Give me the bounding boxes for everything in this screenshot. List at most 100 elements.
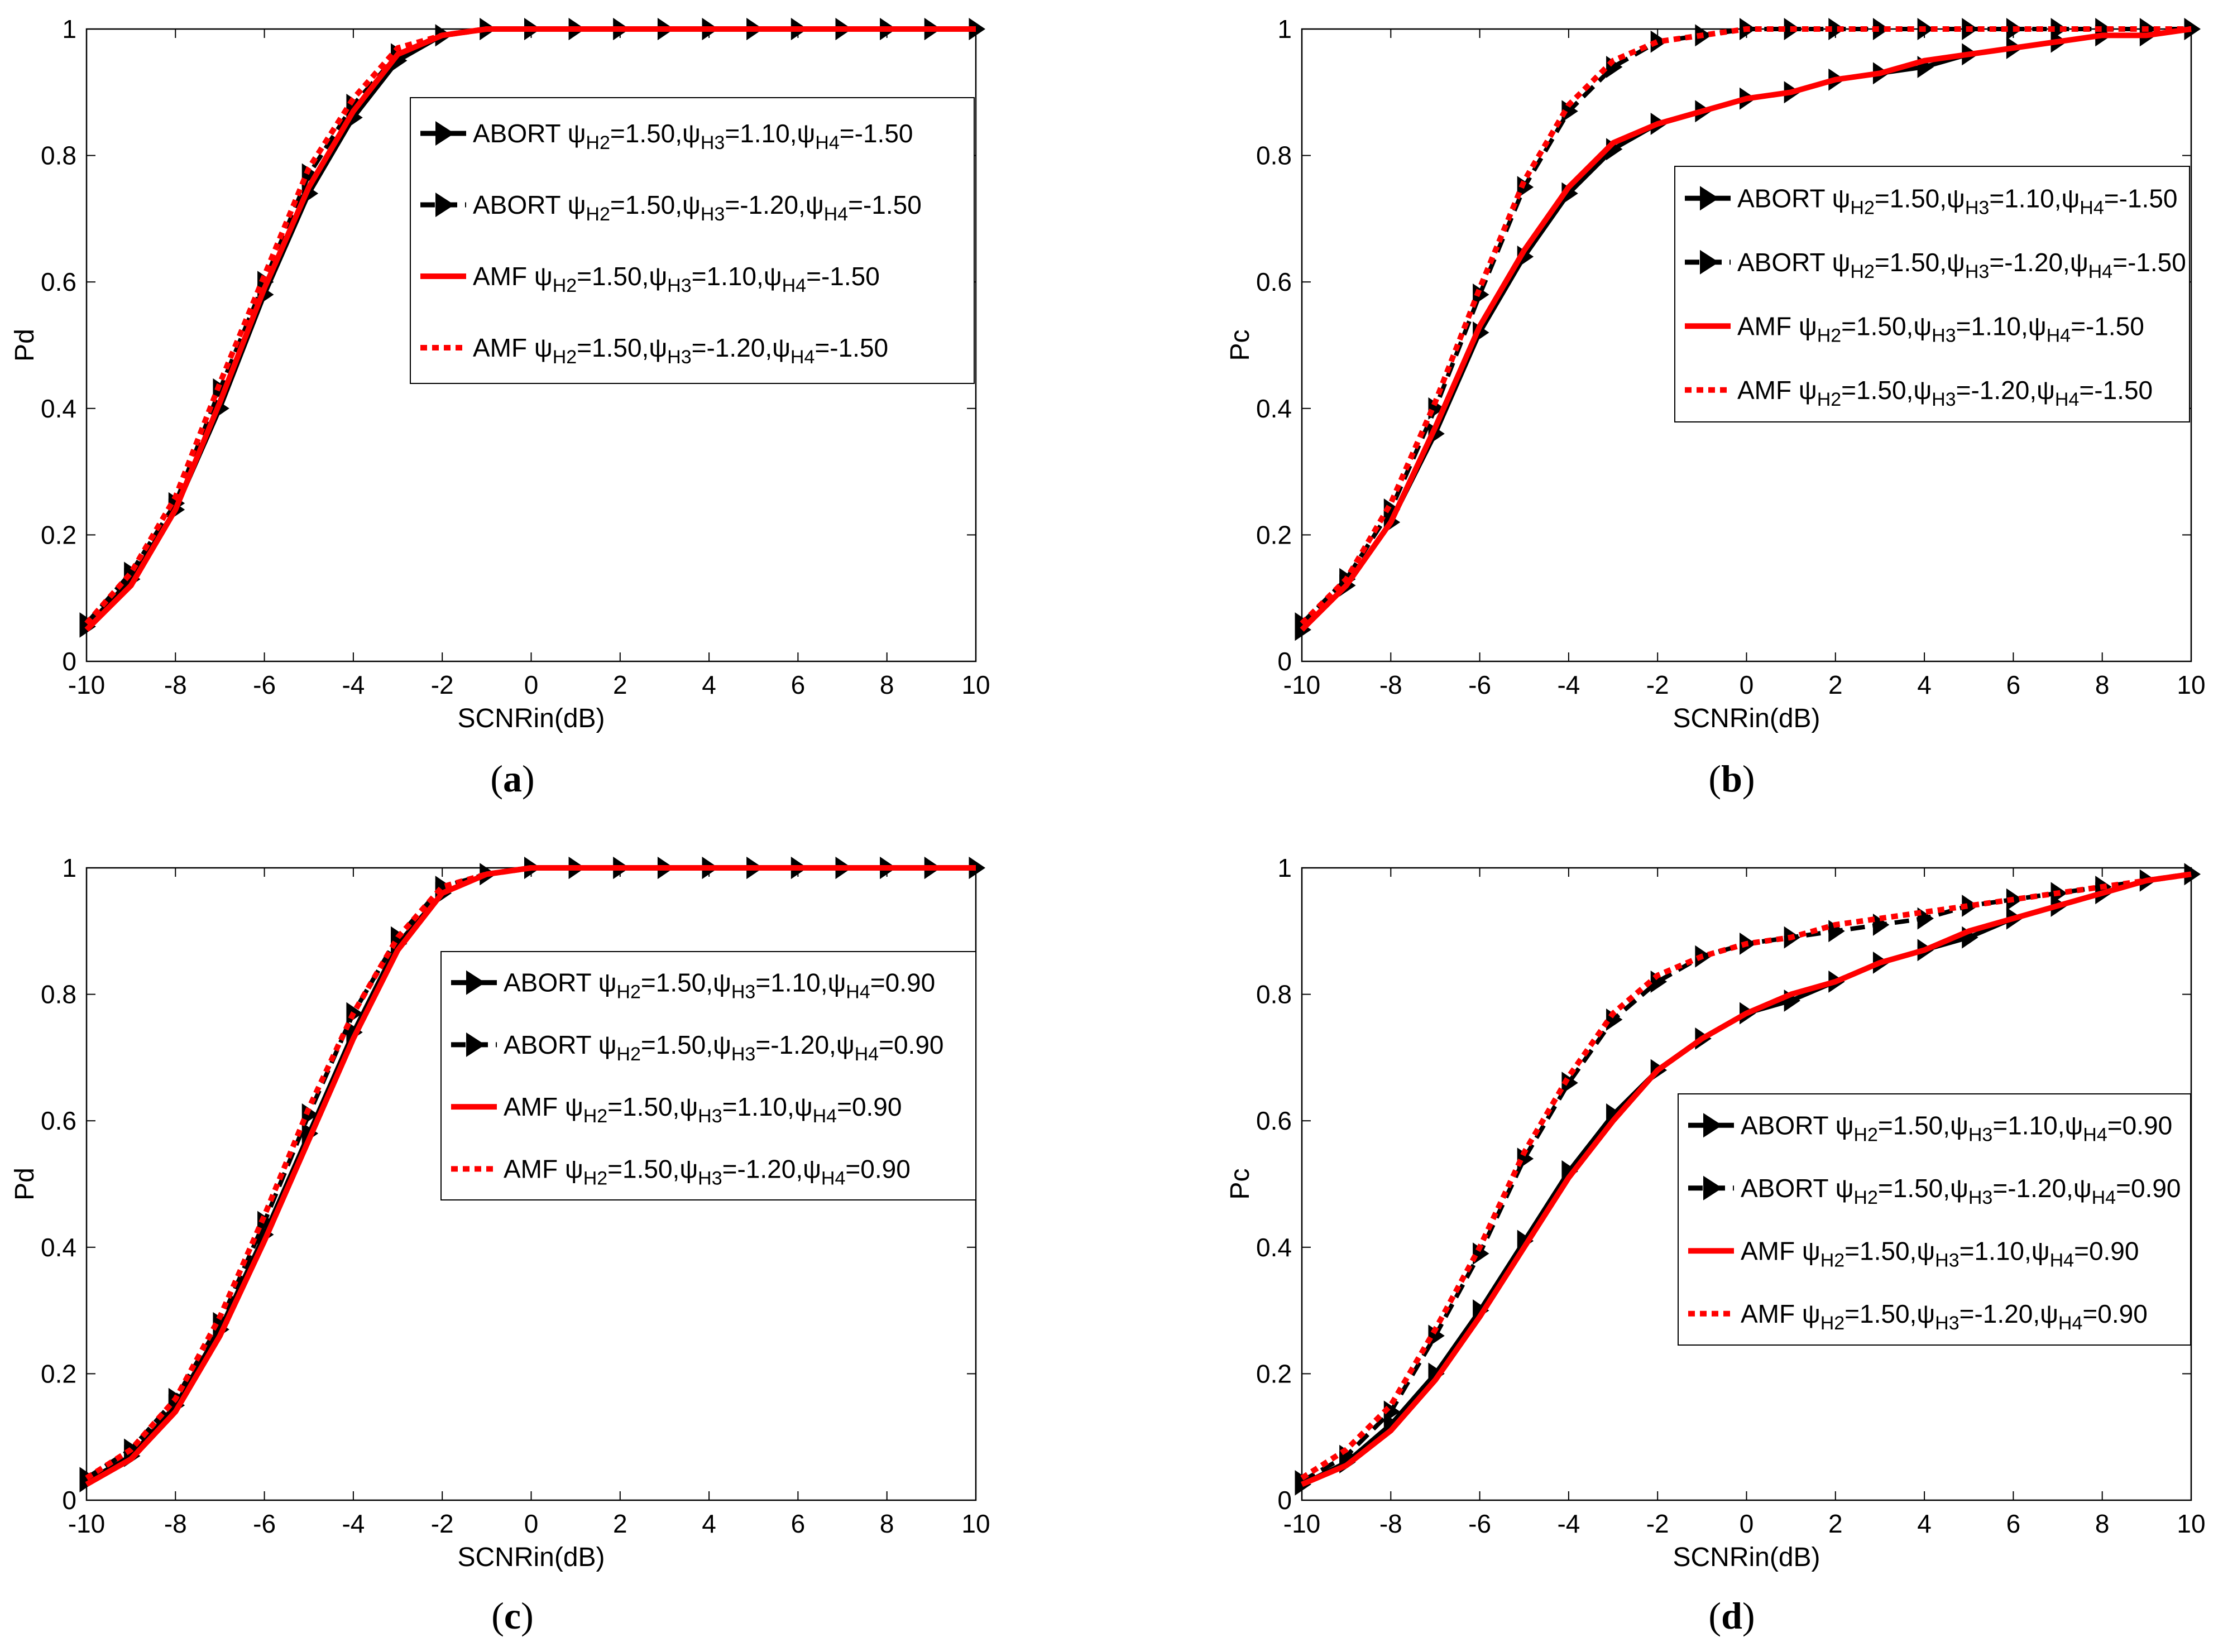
chart-b-ytick-label: 0.4 (1256, 394, 1292, 423)
chart-b-legend-eq: = (2071, 311, 2086, 340)
chart-c-xtick-label: 10 (961, 1509, 990, 1538)
chart-a-ytick-label: 0.6 (41, 267, 76, 296)
chart-a-legend-sub: H4 (790, 347, 815, 368)
chart-b-legend-val: -1.50 (2094, 376, 2153, 405)
chart-b-legend-label-3: AMF ψH2=1.50,ψH3=-1.20,ψH4=-1.50 (1737, 376, 2153, 410)
chart-b-legend-eq: = (1875, 248, 1890, 277)
chart-c-legend-sub: H3 (698, 1106, 722, 1127)
chart-b-legend-psi: ψ (1799, 376, 1817, 405)
chart-c-legend-eq: = (879, 1030, 894, 1059)
chart-d-legend-val: -1.20, (1974, 1299, 2040, 1328)
chart-d-xtick-label: -6 (1468, 1509, 1491, 1538)
chart-d-legend-prefix: AMF (1741, 1236, 1802, 1265)
chart-c-legend-prefix: AMF (504, 1092, 565, 1121)
chart-b-legend-psi: ψ (1947, 184, 1965, 213)
chart-c-legend-sub: H3 (731, 1044, 755, 1065)
chart-b-xtick-label: 6 (2006, 670, 2021, 699)
chart-c-legend-val: -1.20, (770, 1030, 836, 1059)
chart-b-ytick-label: 0.6 (1256, 267, 1292, 296)
chart-d-legend-marker-1 (1703, 1175, 1722, 1200)
chart-c-legend-psi: ψ (828, 968, 846, 997)
chart-b-caption: (b) (1708, 757, 1755, 800)
chart-d-legend-sub: H2 (1820, 1313, 1844, 1334)
chart-a-xtick-label: -8 (164, 670, 187, 699)
chart-a-ytick-label: 0.8 (41, 141, 76, 170)
chart-a-xtick-label: 2 (613, 670, 627, 699)
chart-d-legend-prefix: AMF (1741, 1299, 1802, 1328)
chart-b-legend-label-2: AMF ψH2=1.50,ψH3=1.10,ψH4=-1.50 (1737, 311, 2144, 346)
chart-b-legend-marker-1 (1700, 249, 1719, 275)
chart-c-xlabel: SCNRin(dB) (457, 1543, 605, 1572)
chart-d-ytick-label: 0 (1277, 1486, 1292, 1515)
chart-c-legend-eq: = (755, 968, 770, 997)
chart-a-legend-psi: ψ (764, 262, 782, 291)
chart-a-legend-sub: H4 (824, 204, 848, 225)
chart-a-xtick-label: -4 (342, 670, 365, 699)
chart-a-legend-sub: H4 (815, 132, 839, 153)
chart-c-legend-psi: ψ (713, 1030, 731, 1059)
chart-d-legend-sub: H4 (2083, 1124, 2107, 1145)
chart-d-legend-eq: = (2116, 1174, 2131, 1203)
chart-c-ylabel: Pd (10, 1168, 40, 1200)
chart-d-xtick-label: 0 (1740, 1509, 1754, 1538)
chart-a: -10 -8 -6 -4 -2 0 2 4 6 8 10 0 0.2 0.4 0.6 0.8 1 SCNRin(d… (10, 15, 990, 800)
chart-b-ytick-label: 0.8 (1256, 141, 1292, 170)
chart-c-legend-eq: = (755, 1030, 770, 1059)
chart-b-legend-sub: H2 (1817, 325, 1841, 346)
chart-d-caption-open: ( (1708, 1595, 1721, 1637)
chart-b-xtick-label: -6 (1468, 670, 1491, 699)
chart-a-xlabel: SCNRin(dB) (457, 704, 605, 733)
chart-b-legend-val: -1.50 (2128, 248, 2186, 277)
chart-c-legend-label-2: AMF ψH2=1.50,ψH3=1.10,ψH4=0.90 (504, 1092, 902, 1127)
chart-a-legend-eq: = (725, 119, 740, 148)
chart-b-legend-sub: H3 (1965, 197, 1989, 218)
chart-b-legend-psi: ψ (1913, 311, 1932, 340)
chart-d-legend-psi: ψ (1836, 1174, 1854, 1203)
chart-d-legend-val: 0.90 (2089, 1236, 2139, 1265)
chart-a-ytick-label: 0.4 (41, 394, 76, 423)
chart-d-legend-psi: ψ (1802, 1299, 1820, 1328)
chart-b-legend-psi: ψ (2037, 376, 2055, 405)
chart-c-legend-prefix: ABORT (504, 968, 598, 997)
chart-b-xtick-label: -2 (1646, 670, 1669, 699)
chart-a-legend-psi: ψ (568, 119, 586, 148)
chart-b-xlabel: SCNRin(dB) (1673, 704, 1820, 733)
chart-b-legend-sub: H3 (1965, 261, 1989, 282)
chart-c-caption-open: ( (491, 1595, 504, 1637)
chart-a-xtick-label: -10 (68, 670, 105, 699)
chart-b-legend-psi: ψ (1947, 248, 1965, 277)
chart-a-legend-val: -1.50 (830, 333, 888, 362)
chart-b-legend-label-0: ABORT ψH2=1.50,ψH3=1.10,ψH4=-1.50 (1737, 184, 2178, 218)
chart-b-legend-val: 1.10, (2004, 184, 2061, 213)
chart-d-legend-label-0: ABORT ψH2=1.50,ψH3=1.10,ψH4=0.90 (1741, 1111, 2172, 1145)
chart-b-legend-sub: H4 (2088, 261, 2112, 282)
chart-b-legend-sub: H3 (1932, 325, 1956, 346)
chart-c-xtick-label: -6 (253, 1509, 276, 1538)
chart-a-legend-eq: = (692, 262, 707, 291)
chart-b-caption-letter: b (1721, 757, 1742, 800)
chart-d-legend-val: 1.10, (2008, 1111, 2064, 1140)
chart-c-legend-val: 1.50, (656, 1030, 713, 1059)
chart-b-legend-eq: = (1956, 311, 1971, 340)
chart-b-legend-eq: = (1956, 376, 1971, 405)
chart-b-legend-marker-0 (1700, 186, 1719, 211)
chart-d-ylabel: Pc (1225, 1168, 1255, 1199)
chart-d-legend-sub: H2 (1853, 1187, 1877, 1208)
chart-b-legend-val: -1.50 (2086, 311, 2144, 340)
chart-c-legend-label-3: AMF ψH2=1.50,ψH3=-1.20,ψH4=0.90 (504, 1154, 911, 1189)
chart-b-legend-box (1674, 166, 2190, 422)
chart-a-legend-psi: ψ (682, 190, 701, 219)
chart-a-xtick-label: 0 (524, 670, 539, 699)
chart-b-xtick-label: -10 (1283, 670, 1320, 699)
chart-d-legend-eq: = (1878, 1111, 1893, 1140)
chart-a-legend-label-0: ABORT ψH2=1.50,ψH3=1.10,ψH4=-1.50 (473, 119, 913, 153)
chart-a-legend-prefix: ABORT (473, 119, 568, 148)
chart-a-legend-val: 1.50, (625, 119, 682, 148)
chart-b-legend-eq: = (1989, 248, 2004, 277)
chart-c-legend-marker-0 (466, 970, 485, 995)
chart-b-legend-prefix: ABORT (1737, 248, 1832, 277)
